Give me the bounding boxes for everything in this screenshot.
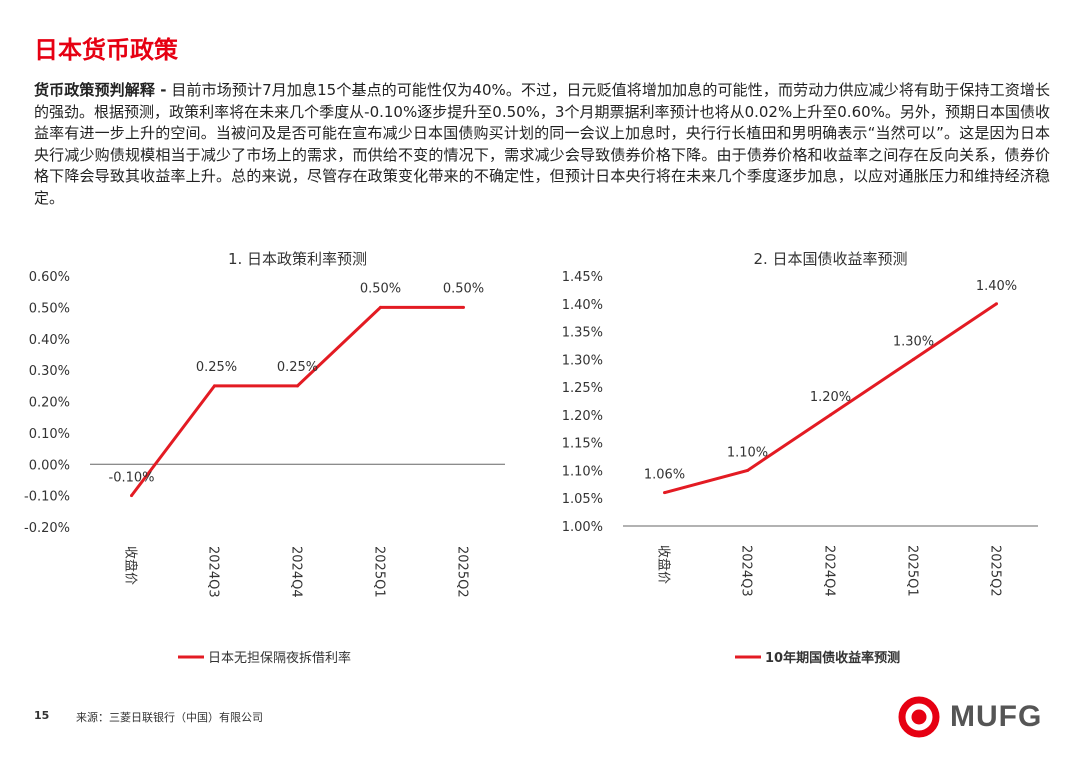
y-tick-label: 0.40% xyxy=(29,333,70,348)
chart-title: 2. 日本国债收益率预测 xyxy=(753,250,907,268)
y-tick-label: 1.20% xyxy=(562,409,603,424)
jgb-yield-chart-svg: 2. 日本国债收益率预测 1.00% 1.05% 1.10% 1.15% 1.20% 1.2… xyxy=(562,250,1038,666)
data-label: -0.10% xyxy=(109,471,155,486)
y-tick-label: 1.15% xyxy=(562,437,603,452)
data-point xyxy=(746,468,749,472)
x-tick-label: 收盘价 xyxy=(123,546,139,585)
data-label: 1.20% xyxy=(810,390,851,405)
x-tick-label: 收盘价 xyxy=(656,545,672,584)
y-tick-label: 0.30% xyxy=(29,364,70,379)
policy-rate-chart: 1. 日本政策利率预测 -0.20% -0.10% 0.00% 0.10% 0.20% 0.… xyxy=(0,240,540,680)
y-tick-label: 1.10% xyxy=(562,464,603,479)
policy-explanation: 货币政策预判解释 - 目前市场预计7月加息15个基点的可能性仅为40%。不过，日… xyxy=(34,80,1050,209)
data-point xyxy=(912,357,915,361)
y-tick-label: 1.05% xyxy=(562,492,603,507)
series-line xyxy=(130,305,464,497)
data-label: 0.25% xyxy=(196,360,237,375)
data-label: 0.50% xyxy=(360,281,401,296)
data-point xyxy=(296,384,299,388)
x-tick-label: 2024Q3 xyxy=(206,546,221,598)
y-tick-label: 0.60% xyxy=(29,270,70,285)
data-label: 1.10% xyxy=(727,445,768,460)
y-tick-label: 0.10% xyxy=(29,427,70,442)
y-tick-label: 0.20% xyxy=(29,396,70,411)
jgb-yield-chart: 2. 日本国债收益率预测 1.00% 1.05% 1.10% 1.15% 1.20% 1.2… xyxy=(540,240,1080,680)
y-tick-label: 1.00% xyxy=(562,520,603,535)
mufg-logo: MUFG xyxy=(898,696,1042,738)
data-point xyxy=(663,491,666,495)
legend-label: 10年期国债收益率预测 xyxy=(765,650,900,666)
data-point xyxy=(462,305,465,309)
y-tick-label: 1.25% xyxy=(562,381,603,396)
source-note: 来源：三菱日联银行（中国）有限公司 xyxy=(76,711,263,724)
x-tick-label: 2025Q1 xyxy=(372,546,387,598)
x-tick-label: 2025Q2 xyxy=(455,546,470,598)
x-tick-label: 2025Q1 xyxy=(905,545,920,597)
y-tick-label: 0.50% xyxy=(29,301,70,316)
y-tick-label: -0.10% xyxy=(24,490,70,505)
data-label: 0.25% xyxy=(277,360,318,375)
policy-rate-chart-svg: 1. 日本政策利率预测 -0.20% -0.10% 0.00% 0.10% 0.20% 0.… xyxy=(24,250,505,666)
data-point xyxy=(213,384,216,388)
page-title: 日本货币政策 xyxy=(34,36,178,64)
data-label: 1.40% xyxy=(976,279,1017,294)
policy-explanation-lead: 货币政策预判解释 - xyxy=(34,81,167,99)
y-tick-label: 1.30% xyxy=(562,353,603,368)
data-label: 0.50% xyxy=(443,281,484,296)
data-label: 1.06% xyxy=(644,468,685,483)
x-tick-label: 2024Q3 xyxy=(739,545,754,597)
y-tick-label: 1.35% xyxy=(562,326,603,341)
data-point xyxy=(379,305,382,309)
policy-explanation-body: 目前市场预计7月加息15个基点的可能性仅为40%。不过，日元贬值将增加加息的可能… xyxy=(34,81,1050,207)
y-tick-label: 0.00% xyxy=(29,458,70,473)
y-tick-label: 1.40% xyxy=(562,298,603,313)
mufg-logo-icon xyxy=(898,696,940,738)
x-tick-label: 2025Q2 xyxy=(988,545,1003,597)
page-number: 15 xyxy=(34,709,50,722)
chart-title: 1. 日本政策利率预测 xyxy=(228,250,367,268)
data-point xyxy=(130,494,133,498)
y-tick-label: -0.20% xyxy=(24,521,70,536)
data-point xyxy=(995,302,998,306)
y-tick-label: 1.45% xyxy=(562,270,603,285)
data-label: 1.30% xyxy=(893,334,934,349)
data-point xyxy=(829,413,832,417)
x-tick-label: 2024Q4 xyxy=(822,545,837,597)
legend-label: 日本无担保隔夜拆借利率 xyxy=(208,650,351,666)
x-tick-label: 2024Q4 xyxy=(289,546,304,598)
mufg-logo-text: MUFG xyxy=(950,700,1043,733)
